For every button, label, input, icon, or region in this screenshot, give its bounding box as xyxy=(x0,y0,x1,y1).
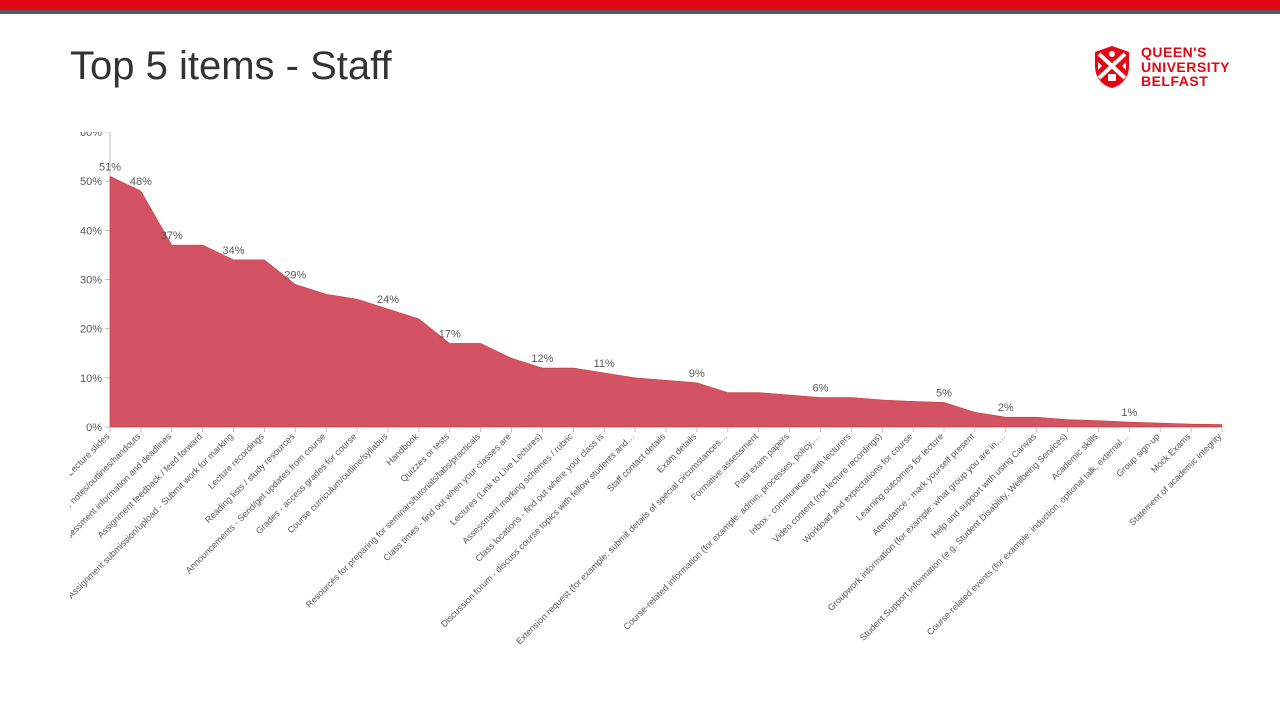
svg-text:48%: 48% xyxy=(130,176,152,188)
svg-text:Workload and expectations for: Workload and expectations for course xyxy=(801,431,915,545)
svg-text:11%: 11% xyxy=(594,358,615,370)
svg-text:50%: 50% xyxy=(80,176,102,188)
university-logo: QUEEN'S UNIVERSITY BELFAST xyxy=(1091,44,1230,90)
logo-line2: UNIVERSITY xyxy=(1141,60,1230,75)
svg-text:12%: 12% xyxy=(531,353,553,365)
svg-text:29%: 29% xyxy=(284,269,306,281)
shield-icon xyxy=(1091,44,1133,90)
svg-text:24%: 24% xyxy=(377,294,399,306)
svg-text:0%: 0% xyxy=(86,422,102,434)
svg-text:1%: 1% xyxy=(1121,407,1137,419)
svg-text:Staff contact details: Staff contact details xyxy=(605,431,668,494)
svg-text:2%: 2% xyxy=(998,402,1014,414)
logo-line3: BELFAST xyxy=(1141,74,1230,89)
svg-text:6%: 6% xyxy=(812,383,828,395)
svg-text:Course-related events (for exa: Course-related events (for example: indu… xyxy=(925,431,1131,637)
svg-text:Past exam papers: Past exam papers xyxy=(733,431,792,490)
svg-text:34%: 34% xyxy=(223,245,245,257)
topbar-red xyxy=(0,0,1280,10)
svg-text:Video content (not lecture rec: Video content (not lecture recordings) xyxy=(771,431,884,544)
svg-text:Lecture recordings: Lecture recordings xyxy=(206,431,266,491)
logo-text: QUEEN'S UNIVERSITY BELFAST xyxy=(1141,45,1230,89)
svg-text:37%: 37% xyxy=(161,230,183,242)
logo-line1: QUEEN'S xyxy=(1141,45,1230,60)
svg-text:30%: 30% xyxy=(80,275,102,287)
svg-text:5%: 5% xyxy=(936,387,952,399)
page-title: Top 5 items - Staff xyxy=(70,44,1220,89)
svg-text:9%: 9% xyxy=(689,368,705,380)
svg-text:40%: 40% xyxy=(80,225,102,237)
svg-text:17%: 17% xyxy=(439,328,461,340)
area-chart: 0%10%20%30%40%50%60%Lecture slidesLectur… xyxy=(70,132,1230,702)
svg-text:Assessment marking schemes / r: Assessment marking schemes / rubric xyxy=(460,431,575,546)
slide-body: Top 5 items - Staff QUEEN'S UNIVERSITY B… xyxy=(0,14,1280,720)
svg-text:10%: 10% xyxy=(80,373,102,385)
svg-text:20%: 20% xyxy=(80,324,102,336)
svg-text:60%: 60% xyxy=(80,132,102,139)
svg-text:51%: 51% xyxy=(99,161,121,173)
